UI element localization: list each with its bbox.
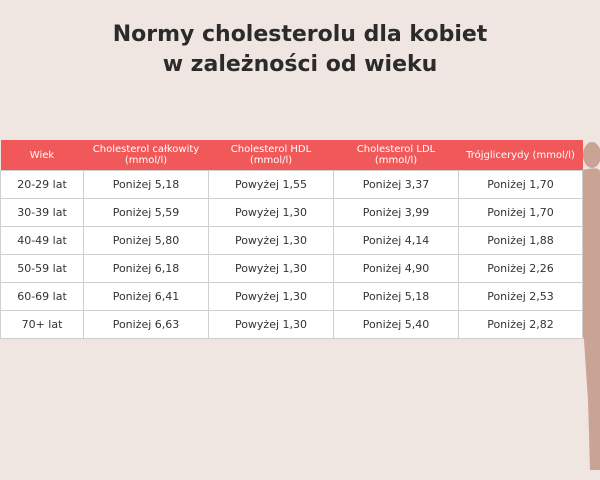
value-cell: Poniżej 5,18 [333,282,459,311]
age-cell: 60-69 lat [0,282,84,311]
value-cell: Poniżej 2,82 [458,310,583,339]
value-cell: Powyżej 1,30 [208,226,334,255]
value-cell: Powyżej 1,55 [208,170,334,199]
age-cell: 30-39 lat [0,198,84,227]
header-cell: Cholesterol LDL (mmol/l) [333,140,459,171]
table-body: 20-29 lat Poniżej 5,18 Powyżej 1,55 Poniżej… [0,170,583,339]
header-cell: Cholesterol całkowity (mmol/l) [83,140,209,171]
value-cell: Poniżej 4,90 [333,254,459,283]
table-row: 60-69 lat Poniżej 6,41 Powyżej 1,30 Poniżej… [0,282,583,311]
title: Normy cholesterolu dla kobiet w zależnoś… [112,22,488,77]
header-row: Wiek Cholesterol całkowity (mmol/l) Choles… [0,140,583,171]
value-cell: Poniżej 1,88 [458,226,583,255]
value-cell: Poniżej 2,53 [458,282,583,311]
table-row: 20-29 lat Poniżej 5,18 Powyżej 1,55 Poniżej… [0,170,583,199]
value-cell: Poniżej 5,80 [83,226,209,255]
value-cell: Poniżej 1,70 [458,198,583,227]
age-cell: 50-59 lat [0,254,84,283]
header-cell: Trójglicerydy (mmol/l) [458,140,583,171]
value-cell: Poniżej 1,70 [458,170,583,199]
value-cell: Powyżej 1,30 [208,310,334,339]
value-cell: Poniżej 3,37 [333,170,459,199]
value-cell: Poniżej 5,40 [333,310,459,339]
header-cell: Wiek [0,140,84,171]
table-row: 70+ lat Poniżej 6,63 Powyżej 1,30 Poniżej 5… [0,310,583,339]
value-cell: Poniżej 6,63 [83,310,209,339]
age-cell: 40-49 lat [0,226,84,255]
value-cell: Poniżej 2,26 [458,254,583,283]
value-cell: Powyżej 1,30 [208,254,334,283]
value-cell: Poniżej 6,41 [83,282,209,311]
header-cell: Cholesterol HDL (mmol/l) [208,140,334,171]
value-cell: Powyżej 1,30 [208,198,334,227]
norms-table: Wiek Cholesterol całkowity (mmol/l) Choles… [0,140,583,339]
table-row: 30-39 lat Poniżej 5,59 Powyżej 1,30 Poniżej… [0,198,583,227]
value-cell: Poniżej 5,59 [83,198,209,227]
value-cell: Poniżej 3,99 [333,198,459,227]
value-cell: Poniżej 5,18 [83,170,209,199]
value-cell: Powyżej 1,30 [208,282,334,311]
value-cell: Poniżej 6,18 [83,254,209,283]
table-row: 50-59 lat Poniżej 6,18 Powyżej 1,30 Poniżej… [0,254,583,283]
age-cell: 70+ lat [0,310,84,339]
table-row: 40-49 lat Poniżej 5,80 Powyżej 1,30 Poniżej… [0,226,583,255]
value-cell: Poniżej 4,14 [333,226,459,255]
age-cell: 20-29 lat [0,170,84,199]
